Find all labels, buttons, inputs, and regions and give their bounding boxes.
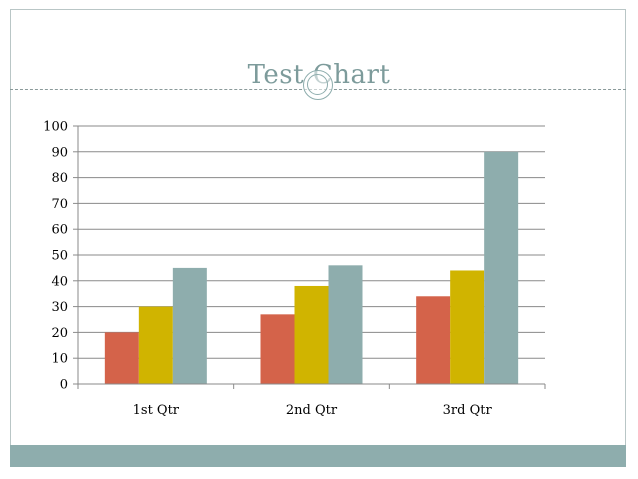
x-tick-label: 3rd Qtr <box>443 403 493 418</box>
bar-series-2-1st-qtr <box>138 306 173 384</box>
bar-series-3-1st-qtr <box>172 267 207 384</box>
y-tick-label: 60 <box>51 223 68 238</box>
y-tick-label: 50 <box>51 249 68 264</box>
ring-ornament-icon <box>303 70 333 100</box>
y-tick-label: 70 <box>51 197 68 212</box>
y-tick-label: 30 <box>51 300 68 315</box>
slide-footer-band <box>10 445 626 467</box>
y-tick-label: 10 <box>51 352 68 367</box>
y-tick-label: 90 <box>51 145 68 160</box>
x-tick-label: 1st Qtr <box>133 403 180 418</box>
bars <box>104 151 519 384</box>
bar-series-1-1st-qtr <box>104 332 139 384</box>
x-tick-label: 2nd Qtr <box>286 403 338 418</box>
y-tick-label: 20 <box>51 326 68 341</box>
bar-series-3-3rd-qtr <box>484 151 519 384</box>
bar-series-2-3rd-qtr <box>450 270 485 384</box>
y-tick-label: 0 <box>60 378 68 393</box>
y-tick-label: 80 <box>51 171 68 186</box>
y-tick-label: 40 <box>51 274 68 289</box>
bar-series-1-2nd-qtr <box>260 314 295 384</box>
axes <box>73 125 546 389</box>
bar-series-1-3rd-qtr <box>416 296 451 384</box>
bar-series-2-2nd-qtr <box>294 285 329 384</box>
y-tick-label: 100 <box>43 120 68 135</box>
bar-series-3-2nd-qtr <box>328 265 363 384</box>
tick-labels: 0 10 20 30 40 50 60 70 80 90 100 1st Qtr 2nd Qtr 3rd … <box>43 120 492 419</box>
